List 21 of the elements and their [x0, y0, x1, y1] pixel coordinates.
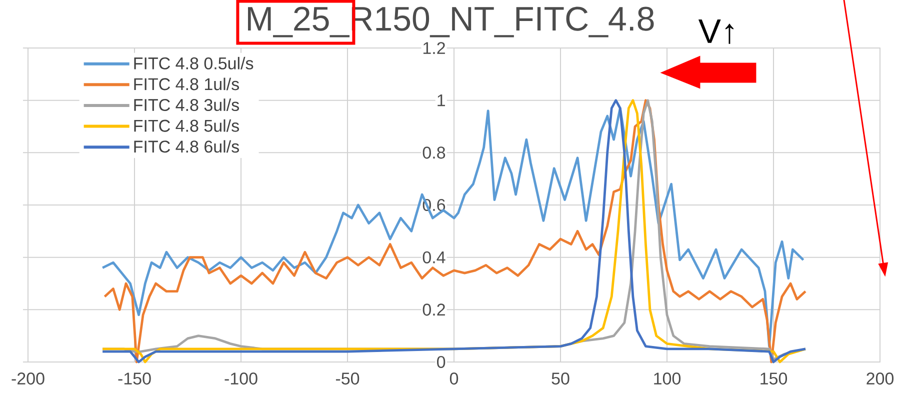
text: V↑ [698, 19, 734, 44]
x-tick-label: 100 [654, 372, 681, 385]
y-tick-label: 0.4 [422, 251, 446, 264]
y-tick-label: 1.2 [423, 42, 445, 54]
y-tick-label: 1 [438, 94, 445, 106]
y-tick-label: 0.2 [422, 304, 445, 316]
legend-label: FITC 4.8 3ul/s [134, 98, 239, 112]
x-tick-label: -200 [12, 372, 44, 385]
x-tick-label: 200 [866, 372, 894, 385]
x-tick-label: -50 [336, 372, 360, 385]
x-tick-label: -150 [118, 372, 151, 385]
legend-label: FITC 4.8 6ul/s [134, 140, 239, 153]
y-tick-label: 0 [437, 356, 446, 368]
x-tick-label: 150 [760, 372, 788, 385]
y-tick-label: 0.8 [422, 146, 446, 159]
x-tick-label: -100 [224, 372, 258, 385]
legend-label: FITC 4.8 1ul/s [134, 78, 239, 90]
legend-label: FITC 4.8 5ul/s [134, 119, 239, 132]
x-tick-label: 50 [552, 372, 570, 385]
legend-label: FITC 4.8 0.5ul/s [134, 56, 254, 70]
x-tick-label: 0 [450, 372, 458, 385]
